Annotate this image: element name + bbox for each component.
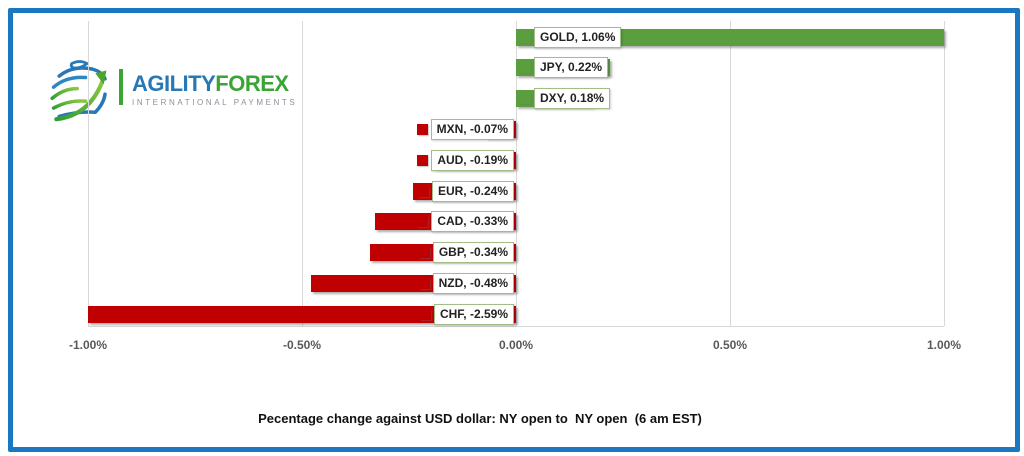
data-label-chf: CHF, -2.59% (433, 303, 514, 325)
logo-word-agility: AGILITY (132, 71, 216, 96)
data-label-cad: CAD, -0.33% (431, 211, 514, 233)
agilityforex-logo: AGILITYFOREX INTERNATIONAL PAYMENTS (45, 58, 297, 122)
data-label-nzd: NZD, -0.48% (432, 273, 514, 295)
x-axis-tick-label: 0.50% (712, 338, 748, 352)
data-label-group-aud: AUD, -0.19% (417, 149, 514, 171)
data-label-jpy: JPY, 0.22% (534, 57, 609, 79)
bar-chf (88, 305, 516, 323)
legend-key-square (417, 154, 429, 166)
data-label-group-gbp: GBP, -0.34% (418, 242, 514, 264)
logo-separator (119, 69, 123, 105)
gridline-0.00% (516, 21, 517, 326)
x-axis-tick-label: -1.00% (68, 338, 108, 352)
x-axis-tick-label: -0.50% (282, 338, 322, 352)
chart-caption: Pecentage change against USD dollar: NY … (258, 411, 702, 426)
gridline-1.00% (944, 21, 945, 326)
data-label-aud: AUD, -0.19% (431, 149, 514, 171)
legend-key-square (520, 62, 531, 74)
data-label-group-jpy: JPY, 0.22% (520, 57, 609, 79)
data-label-mxn: MXN, -0.07% (430, 118, 514, 140)
bar-gold (516, 28, 944, 46)
legend-key-square (417, 216, 429, 228)
data-label-gbp: GBP, -0.34% (432, 242, 514, 264)
data-label-dxy: DXY, 0.18% (534, 88, 611, 110)
data-label-group-dxy: DXY, 0.18% (520, 88, 611, 110)
data-label-group-nzd: NZD, -0.48% (418, 273, 514, 295)
data-label-group-mxn: MXN, -0.07% (416, 118, 514, 140)
data-label-eur: EUR, -0.24% (431, 180, 514, 202)
globe-swirl-icon (50, 60, 107, 122)
legend-key-square (419, 308, 431, 320)
gridline--1.00% (88, 21, 89, 326)
x-axis-tick-label: 1.00% (926, 338, 962, 352)
logo-tagline: INTERNATIONAL PAYMENTS (132, 98, 298, 107)
x-axis-tick-label: 0.00% (498, 338, 534, 352)
data-label-gold: GOLD, 1.06% (534, 26, 622, 48)
legend-key-square (418, 247, 430, 259)
data-label-group-eur: EUR, -0.24% (417, 180, 514, 202)
gridline-0.50% (730, 21, 731, 326)
logo-wordmark: AGILITYFOREX (132, 73, 297, 95)
data-label-group-chf: CHF, -2.59% (419, 303, 514, 325)
gridline--0.50% (302, 21, 303, 326)
legend-key-square (520, 93, 531, 105)
legend-key-square (520, 31, 531, 43)
legend-key-square (416, 123, 428, 135)
data-label-group-gold: GOLD, 1.06% (520, 26, 622, 48)
legend-key-square (418, 278, 430, 290)
data-label-group-cad: CAD, -0.33% (417, 211, 514, 233)
logo-word-forex: FOREX (215, 71, 289, 96)
x-axis-line (88, 326, 944, 327)
legend-key-square (417, 185, 429, 197)
